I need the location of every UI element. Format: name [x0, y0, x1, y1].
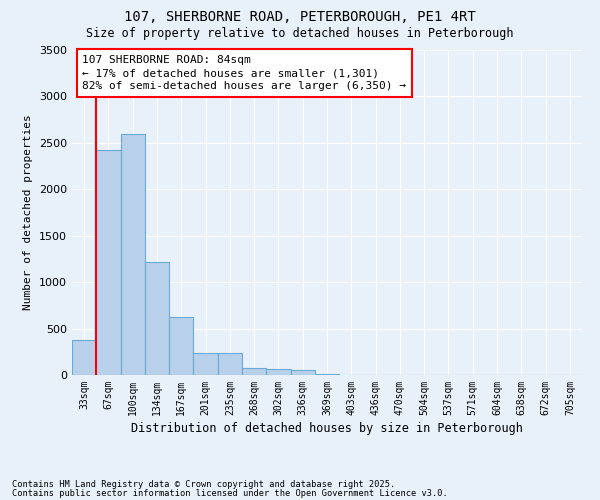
Bar — [242, 368, 266, 375]
Bar — [315, 374, 339, 375]
X-axis label: Distribution of detached houses by size in Peterborough: Distribution of detached houses by size … — [131, 422, 523, 435]
Text: Size of property relative to detached houses in Peterborough: Size of property relative to detached ho… — [86, 28, 514, 40]
Bar — [121, 134, 145, 375]
Bar — [169, 318, 193, 375]
Text: Contains HM Land Registry data © Crown copyright and database right 2025.: Contains HM Land Registry data © Crown c… — [12, 480, 395, 489]
Bar — [145, 262, 169, 375]
Bar — [193, 352, 218, 375]
Text: 107 SHERBORNE ROAD: 84sqm
← 17% of detached houses are smaller (1,301)
82% of se: 107 SHERBORNE ROAD: 84sqm ← 17% of detac… — [82, 55, 406, 92]
Bar — [72, 340, 96, 375]
Text: Contains public sector information licensed under the Open Government Licence v3: Contains public sector information licen… — [12, 489, 448, 498]
Bar — [96, 150, 121, 375]
Bar — [218, 352, 242, 375]
Bar — [290, 370, 315, 375]
Bar — [266, 370, 290, 375]
Y-axis label: Number of detached properties: Number of detached properties — [23, 114, 34, 310]
Text: 107, SHERBORNE ROAD, PETERBOROUGH, PE1 4RT: 107, SHERBORNE ROAD, PETERBOROUGH, PE1 4… — [124, 10, 476, 24]
